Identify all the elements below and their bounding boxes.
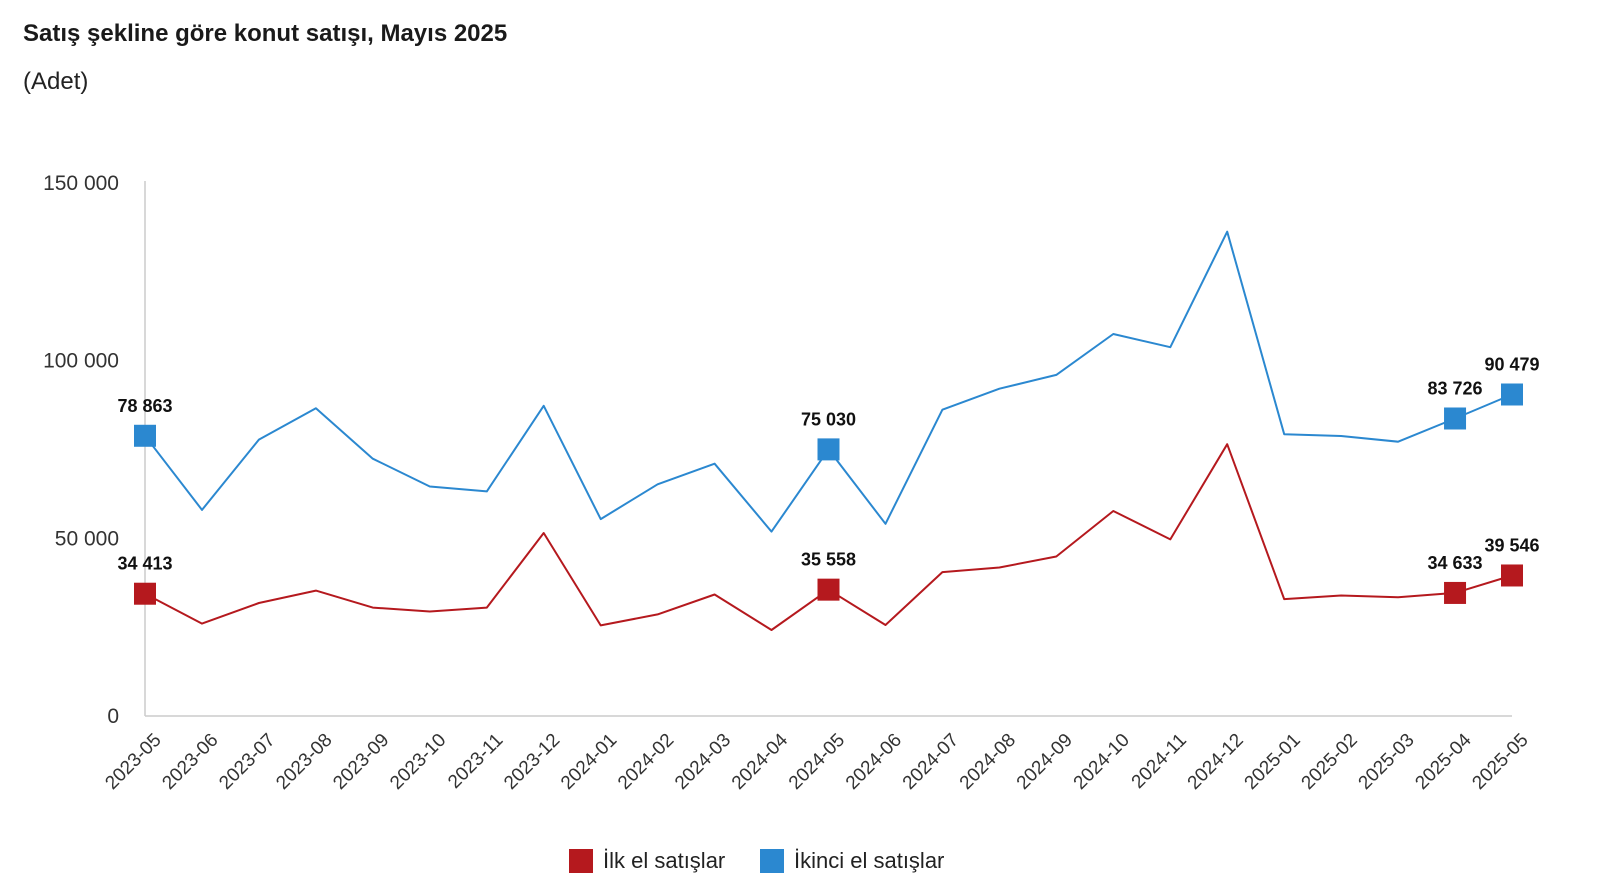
y-tick-label: 0 bbox=[107, 705, 119, 728]
x-tick-label: 2024-02 bbox=[614, 730, 678, 794]
legend-item-second-hand[interactable]: İkinci el satışlar bbox=[760, 848, 944, 874]
x-tick-label: 2024-03 bbox=[671, 730, 735, 794]
x-tick-label: 2024-05 bbox=[785, 730, 849, 794]
x-tick-label: 2023-12 bbox=[500, 730, 564, 794]
chart-title: Satış şekline göre konut satışı, Mayıs 2… bbox=[23, 20, 508, 47]
x-tick-label: 2025-02 bbox=[1298, 730, 1362, 794]
data-point-marker[interactable] bbox=[817, 578, 840, 601]
x-tick-label: 2023-11 bbox=[444, 730, 507, 793]
x-tick-label: 2025-01 bbox=[1241, 730, 1305, 794]
x-tick-label: 2024-04 bbox=[728, 729, 792, 793]
data-label: 34 413 bbox=[117, 554, 172, 574]
chart-subtitle: (Adet) bbox=[23, 68, 89, 95]
data-label: 75 030 bbox=[801, 409, 856, 429]
x-tick-label: 2025-04 bbox=[1411, 729, 1475, 793]
x-tick-label: 2024-11 bbox=[1128, 730, 1191, 793]
x-tick-label: 2023-10 bbox=[386, 730, 450, 794]
legend-label-second-hand: İkinci el satışlar bbox=[794, 848, 945, 873]
y-tick-label: 100 000 bbox=[43, 350, 119, 373]
y-axis: 0 50 000 100 000 150 000 bbox=[43, 172, 146, 728]
data-label: 83 726 bbox=[1428, 378, 1483, 398]
x-tick-label: 2023-08 bbox=[272, 730, 336, 794]
x-tick-label: 2025-05 bbox=[1468, 730, 1532, 794]
x-tick-label: 2023-05 bbox=[101, 730, 165, 794]
data-point-marker[interactable] bbox=[1501, 564, 1523, 587]
x-tick-label: 2024-01 bbox=[557, 730, 621, 794]
series-layer bbox=[134, 230, 1523, 631]
x-tick-label: 2023-07 bbox=[215, 730, 279, 794]
data-point-marker[interactable] bbox=[1444, 407, 1467, 430]
y-tick-label: 150 000 bbox=[43, 172, 119, 195]
data-point-marker[interactable] bbox=[1501, 383, 1523, 406]
data-label: 90 479 bbox=[1484, 354, 1539, 374]
x-tick-label: 2024-06 bbox=[842, 730, 906, 794]
data-point-marker[interactable] bbox=[1444, 581, 1467, 604]
series-line-first-hand bbox=[144, 443, 1513, 631]
legend-item-first-hand[interactable]: İlk el satışlar bbox=[569, 848, 725, 874]
x-tick-label: 2024-09 bbox=[1013, 730, 1077, 794]
data-label: 78 863 bbox=[117, 396, 172, 416]
x-tick-label: 2025-03 bbox=[1355, 730, 1419, 794]
legend-label-first-hand: İlk el satışlar bbox=[603, 848, 726, 873]
data-label: 35 558 bbox=[801, 550, 856, 570]
x-tick-label: 2024-12 bbox=[1184, 730, 1248, 794]
x-tick-label: 2024-10 bbox=[1070, 730, 1134, 794]
data-point-marker[interactable] bbox=[134, 424, 156, 447]
x-axis: 2023-052023-062023-072023-082023-092023-… bbox=[101, 715, 1533, 794]
data-label: 39 546 bbox=[1484, 535, 1539, 555]
x-tick-label: 2023-09 bbox=[329, 730, 393, 794]
x-tick-label: 2024-07 bbox=[899, 730, 963, 794]
x-tick-label: 2023-06 bbox=[158, 730, 222, 794]
data-point-marker[interactable] bbox=[134, 582, 156, 605]
x-tick-label: 2024-08 bbox=[956, 730, 1020, 794]
data-point-marker[interactable] bbox=[817, 438, 840, 461]
legend-swatch-second-hand bbox=[760, 849, 784, 873]
legend-swatch-first-hand bbox=[569, 849, 593, 873]
y-tick-label: 50 000 bbox=[55, 527, 119, 550]
series-line-second-hand bbox=[144, 230, 1513, 533]
data-label: 34 633 bbox=[1428, 553, 1483, 573]
